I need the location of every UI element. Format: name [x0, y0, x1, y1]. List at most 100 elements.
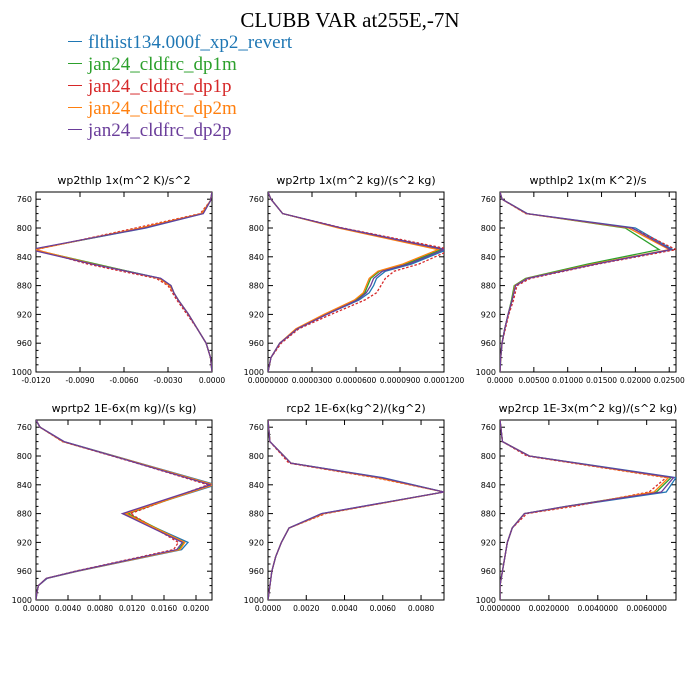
y-tick-label: 840 [249, 481, 264, 490]
x-tick-label: 0.0160 [151, 604, 177, 613]
series-line [500, 420, 668, 600]
legend-label: jan24_cldfrc_dp2p [88, 120, 232, 141]
x-tick-label: -0.0030 [154, 376, 183, 385]
x-tick-label: -0.0060 [110, 376, 139, 385]
x-tick-label: 0.02500 [654, 376, 685, 385]
x-tick-label: 0.0000900 [380, 376, 421, 385]
x-tick-label: 0.0000000 [480, 604, 521, 613]
x-tick-label: -0.0090 [66, 376, 95, 385]
chart-panel: wp2rcp 1E-3x(m^2 kg)/(s^2 kg)760 800 840 88… [476, 402, 678, 613]
y-tick-label: 840 [249, 253, 264, 262]
x-tick-label: 0.0000000 [248, 376, 289, 385]
y-tick-label: 880 [481, 510, 496, 519]
legend: flthist134.000f_xp2_revert jan24_cldfrc_… [68, 32, 292, 142]
chart-title: wprtp2 1E-6x(m kg)/(s kg) [52, 402, 197, 415]
y-tick-label: 920 [249, 538, 264, 547]
y-tick-label: 800 [481, 224, 496, 233]
chart-title: rcp2 1E-6x(kg^2)/(kg^2) [286, 402, 425, 415]
series-line [36, 420, 212, 600]
x-tick-label: 0.0040 [331, 604, 357, 613]
series-line [500, 420, 676, 600]
series-line [268, 420, 444, 600]
x-tick-label: 0.0080 [87, 604, 113, 613]
x-tick-label: 0.02000 [620, 376, 651, 385]
legend-label: jan24_cldfrc_dp2m [88, 98, 237, 119]
series-line [36, 420, 212, 600]
chart-title: wpthlp2 1x(m K^2)/s [530, 174, 647, 187]
chart-panel: wp2thlp 1x(m^2 K)/s^2 760 800 840 880 920 960 1… [12, 174, 226, 385]
y-tick-label: 760 [249, 423, 264, 432]
x-tick-label: 0.0000 [23, 604, 49, 613]
y-tick-label: 800 [249, 224, 264, 233]
x-tick-label: 0.0000300 [292, 376, 333, 385]
y-tick-label: 760 [17, 423, 32, 432]
y-tick-label: 960 [17, 339, 32, 348]
series-line [268, 192, 441, 372]
x-tick-label: 0.01000 [552, 376, 583, 385]
legend-item: jan24_cldfrc_dp2p [68, 120, 292, 142]
y-tick-label: 920 [481, 538, 496, 547]
y-tick-label: 880 [17, 510, 32, 519]
legend-label: jan24_cldfrc_dp1p [88, 76, 232, 97]
x-tick-label: 0.01500 [586, 376, 617, 385]
series-line [268, 192, 444, 372]
legend-swatch [68, 107, 82, 109]
series-line [268, 420, 444, 600]
series-line [36, 192, 212, 372]
x-tick-label: 0.0020000 [529, 604, 570, 613]
series-line [36, 192, 212, 372]
series-line [500, 192, 661, 372]
y-tick-label: 880 [17, 282, 32, 291]
x-tick-label: 0.0000 [199, 376, 225, 385]
series-line [500, 420, 671, 600]
page-title: CLUBB VAR at255E,-7N [240, 8, 460, 32]
x-tick-label: 0.0040000 [577, 604, 618, 613]
series-line [268, 420, 444, 600]
series-line [36, 420, 212, 600]
plot-frame [35, 419, 213, 601]
x-tick-label: 0.0001200 [424, 376, 465, 385]
y-tick-label: 1000 [476, 368, 496, 377]
x-tick-label: 0.0000 [255, 604, 281, 613]
legend-swatch [68, 85, 82, 87]
y-tick-label: 760 [17, 195, 32, 204]
series-line [500, 420, 673, 600]
y-tick-label: 800 [481, 452, 496, 461]
series-line [268, 192, 444, 372]
series-line [500, 192, 676, 372]
y-tick-label: 840 [17, 481, 32, 490]
y-tick-label: 1000 [244, 368, 264, 377]
y-tick-label: 880 [249, 510, 264, 519]
legend-label: flthist134.000f_xp2_revert [88, 32, 293, 53]
legend-item: jan24_cldfrc_dp1p [68, 76, 292, 98]
y-tick-label: 1000 [12, 368, 32, 377]
x-tick-label: 0.00500 [518, 376, 549, 385]
y-tick-label: 1000 [12, 596, 32, 605]
y-tick-label: 960 [481, 339, 496, 348]
series-line [268, 192, 444, 372]
y-tick-label: 760 [249, 195, 264, 204]
legend-swatch [68, 63, 82, 65]
y-tick-label: 800 [249, 452, 264, 461]
x-tick-label: -0.0120 [22, 376, 51, 385]
y-tick-label: 800 [17, 224, 32, 233]
plot-frame [499, 419, 677, 601]
y-tick-label: 1000 [476, 596, 496, 605]
y-tick-label: 960 [249, 339, 264, 348]
y-tick-label: 960 [481, 567, 496, 576]
y-tick-label: 960 [249, 567, 264, 576]
series-line [500, 192, 675, 372]
y-tick-label: 880 [249, 282, 264, 291]
legend-item: flthist134.000f_xp2_revert [68, 32, 292, 54]
y-tick-label: 1000 [244, 596, 264, 605]
series-line [500, 420, 675, 600]
y-tick-label: 800 [17, 452, 32, 461]
legend-swatch [68, 129, 82, 131]
series-line [500, 192, 673, 372]
legend-swatch [68, 41, 82, 43]
series-line [36, 192, 212, 372]
y-tick-label: 920 [249, 310, 264, 319]
x-tick-label: 0.0120 [119, 604, 145, 613]
x-tick-label: 0.0040 [55, 604, 81, 613]
